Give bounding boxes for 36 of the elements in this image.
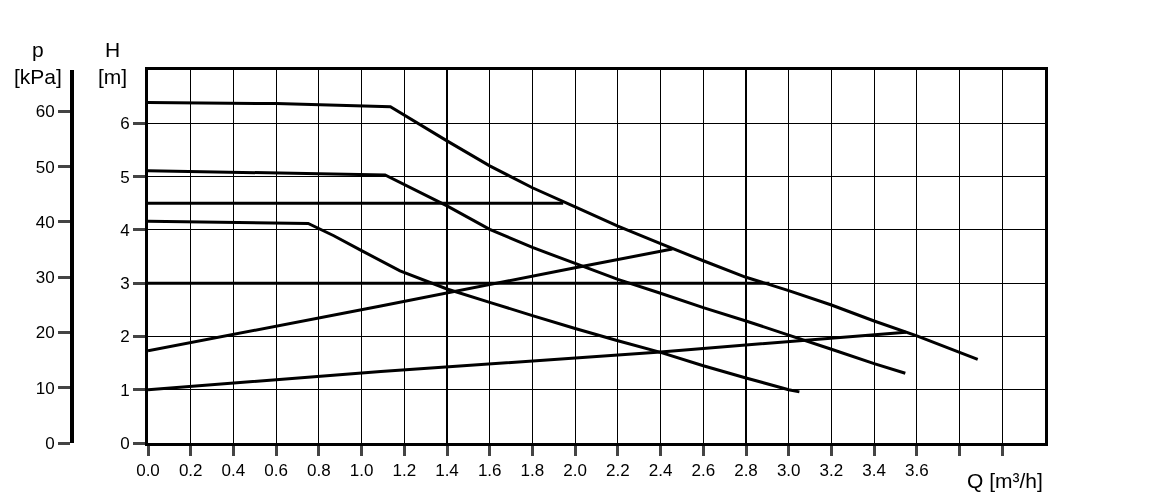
x-tick-label: 3.6 [905,461,929,481]
x-tick-label: 0.0 [136,461,160,481]
y2-tick-label: 50 [35,157,55,177]
x-tick-label: 0.8 [307,461,331,481]
y2-tick-label: 40 [35,212,55,232]
y-tick-label: 1 [120,380,130,400]
y-axis-title: H [m] [98,38,128,89]
y2-tick-label: 30 [35,268,55,288]
x-tick-label: 2.0 [563,461,587,481]
x-tick-label: 1.8 [520,461,545,481]
y-tick-label: 2 [120,327,130,347]
x-tick-label: 2.6 [691,461,716,481]
x-tick-label: 2.4 [648,461,673,481]
x-tick-label: 2.2 [606,461,630,481]
y-tick-label: 5 [120,167,130,187]
x-tick-label: 3.2 [819,461,844,481]
x-tick-label: 3.4 [862,461,886,481]
x-tick-label: 1.2 [392,461,417,481]
x-axis-title: Q [m³/h] [967,469,1043,492]
x-tick-label: 2.8 [734,461,758,481]
x-tick-label: 0.2 [178,461,203,481]
x-tick-label: 0.6 [264,461,288,481]
x-tick-label: 3.0 [776,461,801,481]
x-tick-label: 1.6 [477,461,502,481]
y2-tick-label: 10 [35,378,55,398]
y2-axis-title: p [kPa] [14,38,62,89]
y2-tick-label: 0 [45,433,55,453]
x-tick-label: 1.4 [435,461,459,481]
y2-tick-label: 20 [35,323,55,343]
y-tick-label: 4 [120,220,130,240]
y-tick-label: 3 [120,274,130,294]
y2-tick-label: 60 [35,102,55,122]
y-tick-label: 0 [120,433,130,453]
y-tick-label: 6 [120,114,130,134]
x-tick-label: 0.4 [221,461,246,481]
x-tick-label: 1.0 [349,461,374,481]
